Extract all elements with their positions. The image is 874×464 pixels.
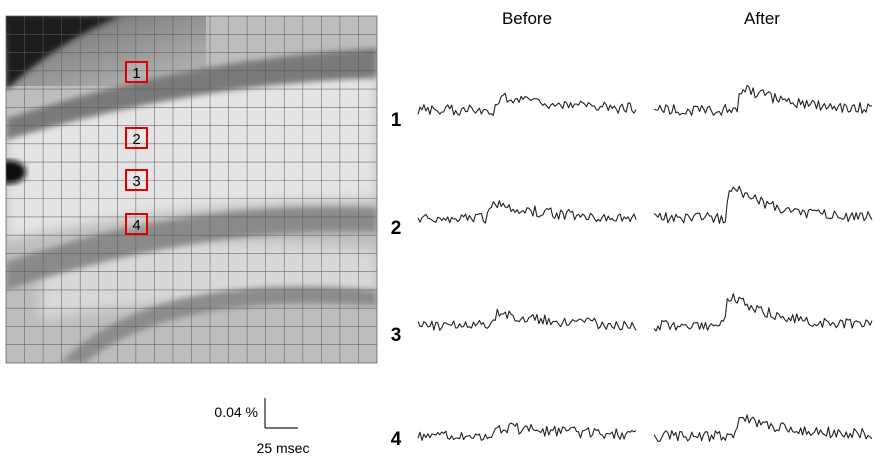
trace-after-1 <box>653 84 873 116</box>
scale-bar: 0.04 % 25 msec <box>214 398 309 456</box>
roi-marker-label: 2 <box>132 131 140 148</box>
column-title-before: Before <box>502 9 552 28</box>
roi-marker-label: 4 <box>132 217 140 234</box>
row-label-4: 4 <box>391 429 402 450</box>
roi-marker-4: 4 <box>125 213 148 235</box>
column-title-after: After <box>744 9 780 28</box>
trace-before-2 <box>417 200 637 224</box>
row-label-3: 3 <box>391 325 402 346</box>
roi-marker-1: 1 <box>125 61 148 83</box>
trace-after-2 <box>653 185 873 224</box>
trace-before-1 <box>417 92 637 117</box>
trace-after-3 <box>653 293 873 332</box>
roi-marker-label: 3 <box>132 173 140 190</box>
scale-bar-time-label: 25 msec <box>257 440 310 456</box>
roi-marker-2: 2 <box>125 127 148 149</box>
roi-marker-label: 1 <box>132 65 140 82</box>
trace-before-4 <box>417 422 637 441</box>
row-label-2: 2 <box>391 218 402 239</box>
trace-after-4 <box>653 414 873 442</box>
scale-bar-amplitude-label: 0.04 % <box>214 404 258 420</box>
slice-image <box>6 16 377 363</box>
row-label-1: 1 <box>391 110 402 131</box>
measurement-grid <box>6 16 377 363</box>
roi-marker-3: 3 <box>125 169 148 191</box>
trace-before-3 <box>417 308 637 331</box>
